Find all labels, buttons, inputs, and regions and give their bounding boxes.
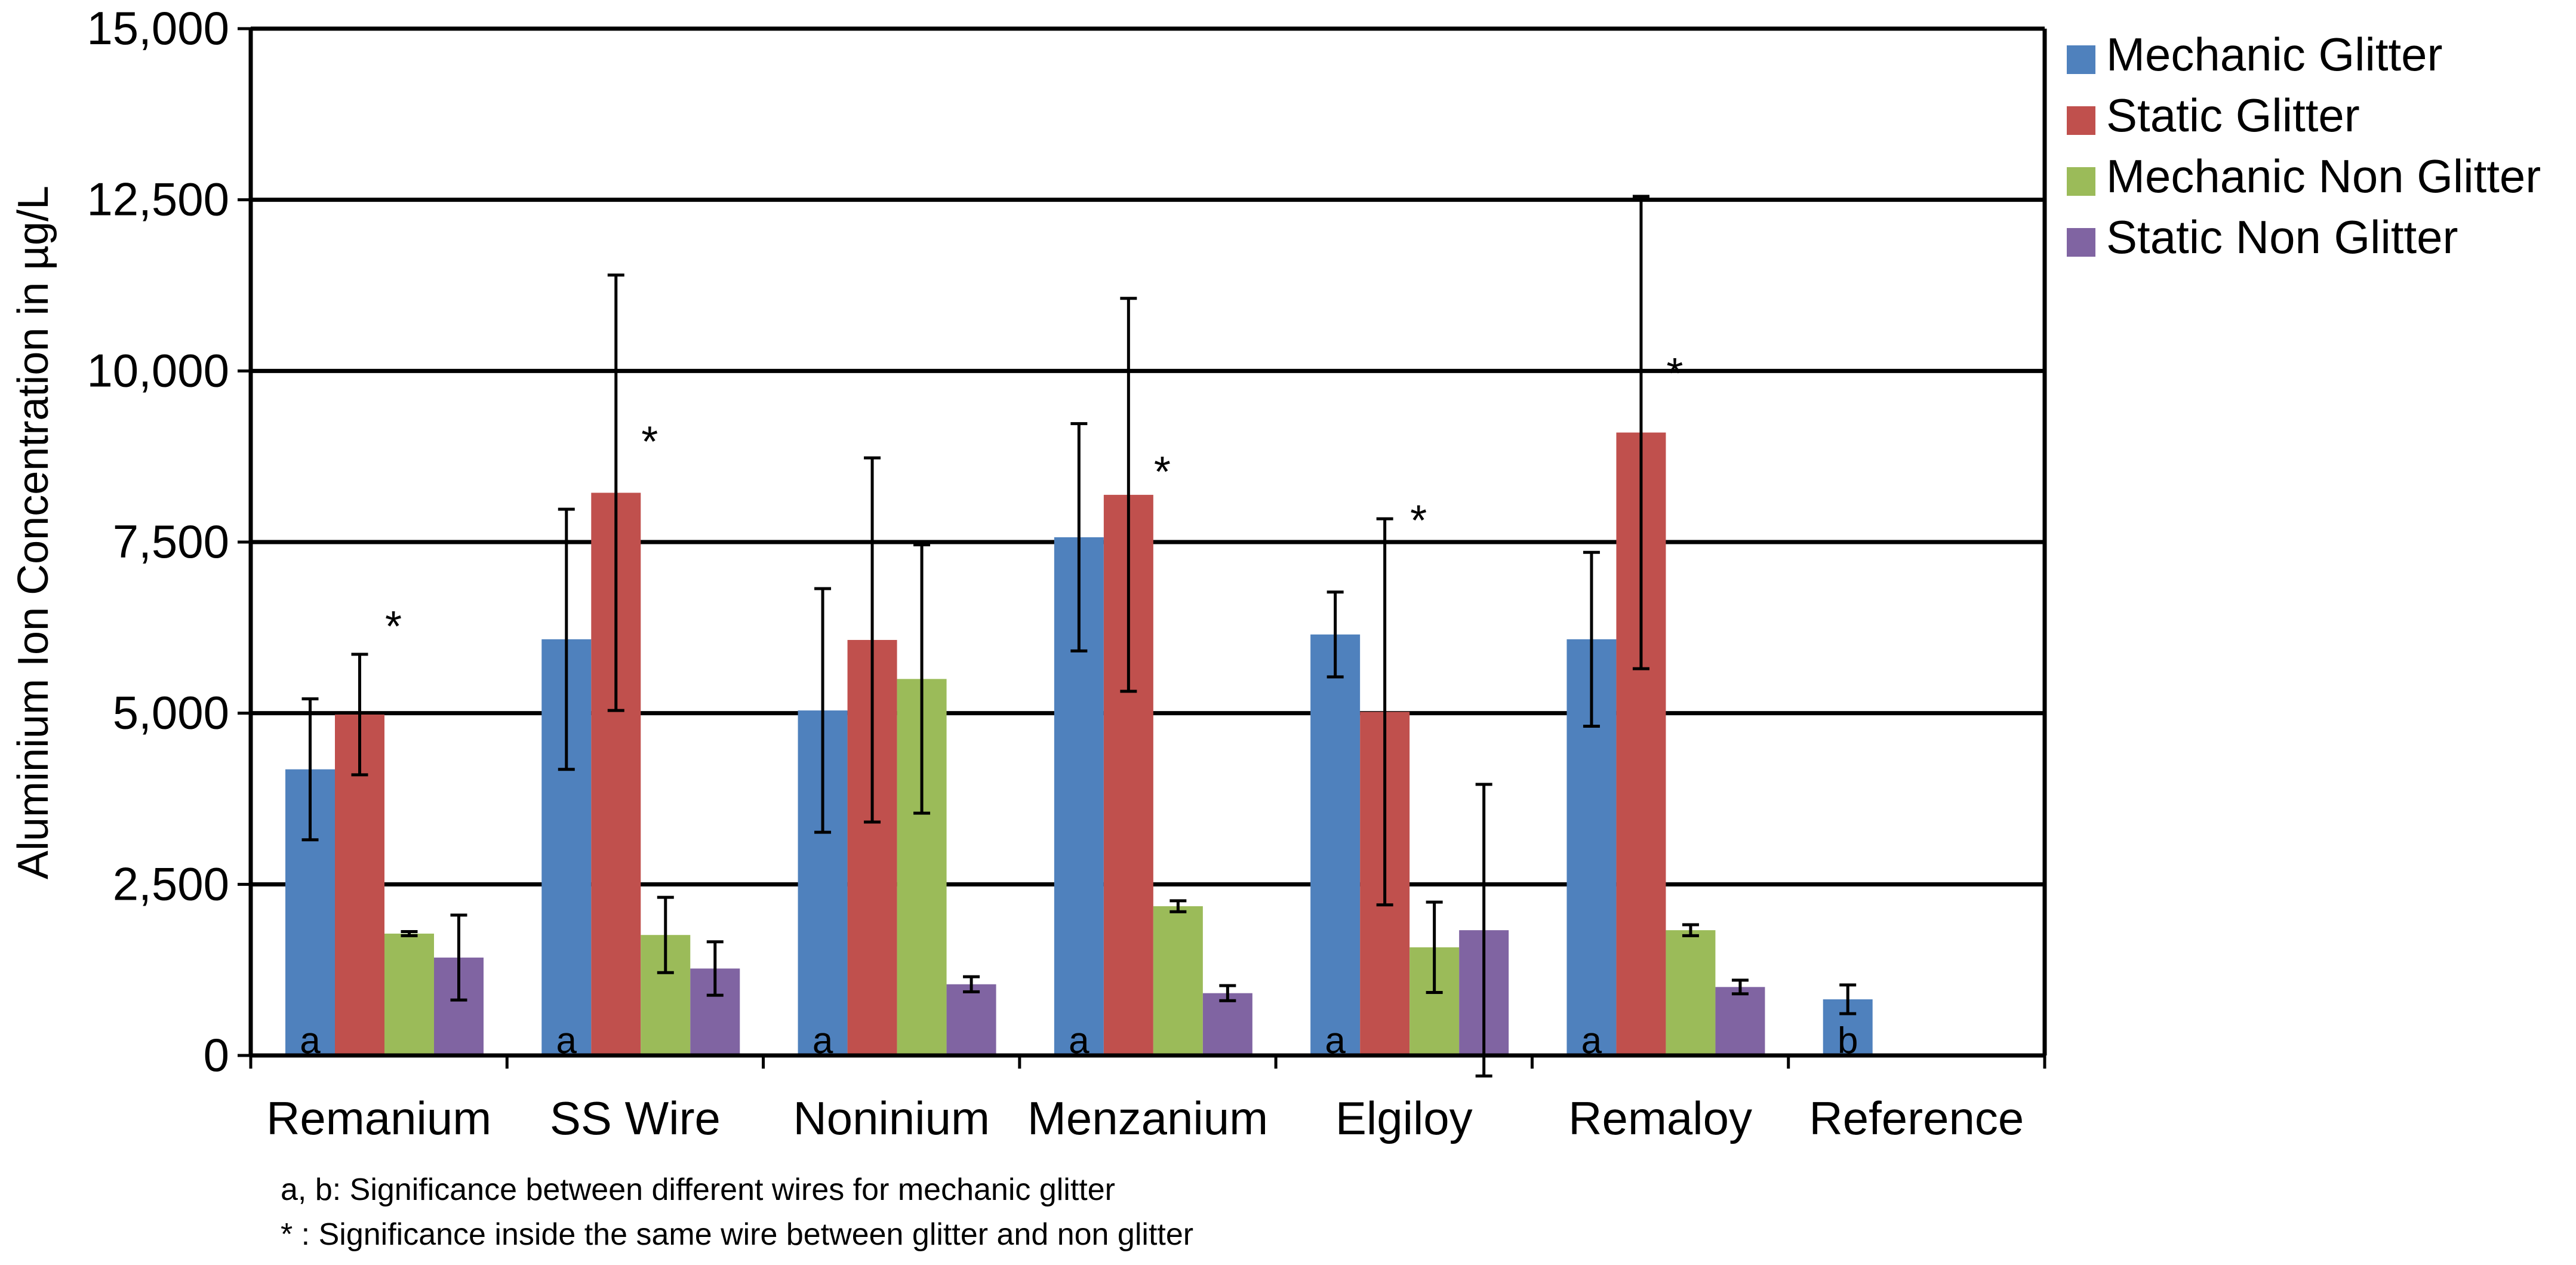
legend-label: Static Non Glitter — [2106, 211, 2458, 263]
category-label: Noninium — [793, 1092, 989, 1144]
category-label: Reference — [1809, 1092, 2024, 1144]
y-tick-labels: 0 2,500 5,000 7,500 10,000 12,500 15,000 — [87, 2, 229, 1081]
category-label: Elgiloy — [1335, 1092, 1473, 1144]
footnote-letters: a, b: Significance between different wir… — [281, 1172, 1115, 1207]
legend-label: Mechanic Non Glitter — [2106, 150, 2541, 202]
legend-swatch — [2067, 167, 2095, 196]
bar — [384, 933, 434, 1055]
bar — [1202, 993, 1252, 1055]
y-tick-label: 5,000 — [113, 687, 229, 739]
significance-star: * — [1410, 497, 1427, 544]
y-tick-label: 0 — [204, 1029, 229, 1081]
bar — [1310, 634, 1361, 1055]
category-label: Menzanium — [1027, 1092, 1268, 1144]
category-label: SS Wire — [550, 1092, 721, 1144]
footnote-star: * : Significance inside the same wire be… — [281, 1217, 1193, 1252]
bars — [285, 432, 1873, 1055]
bar — [1153, 906, 1203, 1055]
legend-swatch — [2067, 106, 2095, 135]
y-tick-label: 12,500 — [87, 173, 229, 226]
legend-label: Mechanic Glitter — [2106, 28, 2443, 81]
significance-star: * — [1154, 448, 1171, 496]
legend-label: Static Glitter — [2106, 89, 2360, 141]
bar — [1715, 987, 1765, 1055]
significance-stars: * * * * * — [385, 350, 1683, 651]
legend-swatch — [2067, 228, 2095, 257]
y-tick-label: 10,000 — [87, 344, 229, 396]
y-tick-label: 7,500 — [113, 515, 229, 568]
y-tick-label: 2,500 — [113, 857, 229, 910]
axes — [238, 27, 2047, 1069]
category-labels: Remanium SS Wire Noninium Menzanium Elgiloy R… — [266, 1092, 2024, 1144]
error-bars — [301, 195, 1857, 1078]
y-axis-label: Aluminium Ion Concentration in µg/L — [10, 186, 57, 879]
legend: Mechanic Glitter Static Glitter Mechanic N… — [2067, 28, 2541, 263]
category-label: Remaloy — [1568, 1092, 1752, 1144]
legend-swatch — [2067, 45, 2095, 74]
significance-star: * — [641, 418, 658, 466]
bar — [946, 984, 996, 1055]
y-tick-label: 15,000 — [87, 2, 229, 54]
significance-star: * — [1666, 350, 1683, 398]
category-label: Remanium — [266, 1092, 491, 1144]
significance-star: * — [385, 603, 402, 651]
bar — [1666, 930, 1716, 1055]
